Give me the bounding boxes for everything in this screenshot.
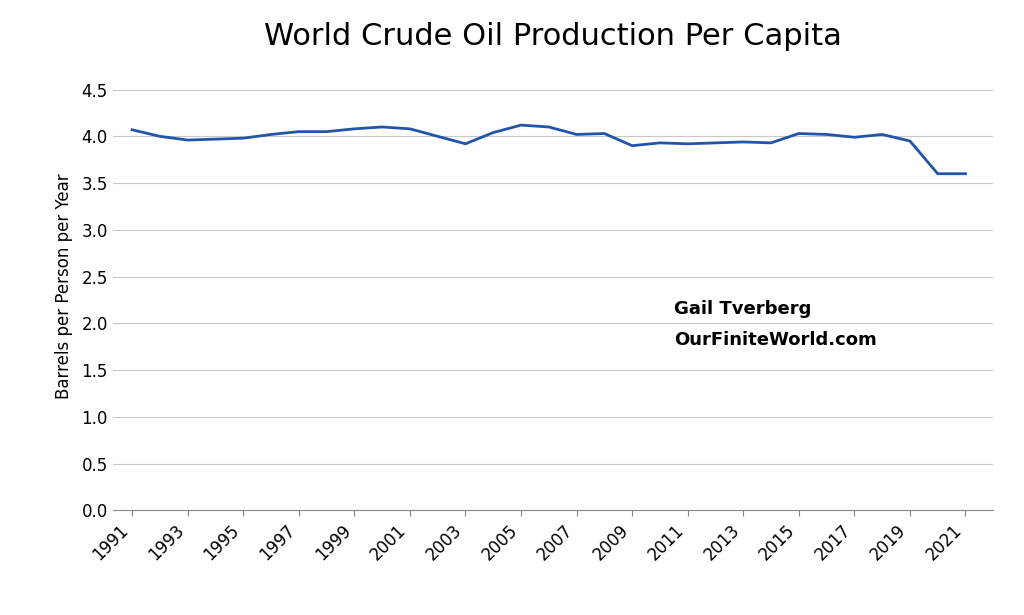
Text: Gail Tverberg: Gail Tverberg [674, 300, 811, 319]
Text: OurFiniteWorld.com: OurFiniteWorld.com [674, 331, 877, 349]
Title: World Crude Oil Production Per Capita: World Crude Oil Production Per Capita [264, 22, 842, 51]
Y-axis label: Barrels per Person per Year: Barrels per Person per Year [55, 173, 73, 399]
